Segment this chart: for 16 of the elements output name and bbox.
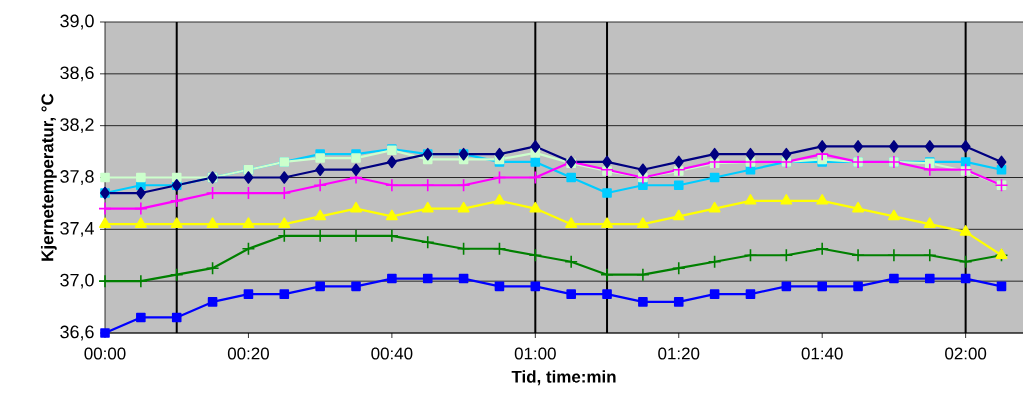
x-axis-title: Tid, time:min [511, 370, 616, 386]
y-tick-label: 38,2 [60, 118, 94, 134]
x-tick-label: 01:40 [801, 347, 843, 360]
y-tick-label: 39,0 [60, 14, 94, 30]
x-tick-label: 02:00 [945, 347, 987, 360]
x-tick-label: 00:00 [84, 347, 126, 360]
x-tick-label: 01:20 [658, 347, 700, 360]
y-tick-label: 37,4 [60, 221, 94, 237]
y-tick-label: 37,8 [60, 170, 94, 185]
y-axis-title: Kjernetemperatur, °C [40, 93, 57, 261]
y-tick-label: 38,6 [60, 66, 94, 82]
y-tick-label: 37,0 [60, 273, 94, 289]
y-tick-label: 36,6 [60, 325, 94, 341]
x-tick-label: 01:00 [514, 347, 556, 360]
x-tick-label: 00:20 [227, 347, 269, 360]
x-tick-label: 00:40 [371, 347, 413, 360]
